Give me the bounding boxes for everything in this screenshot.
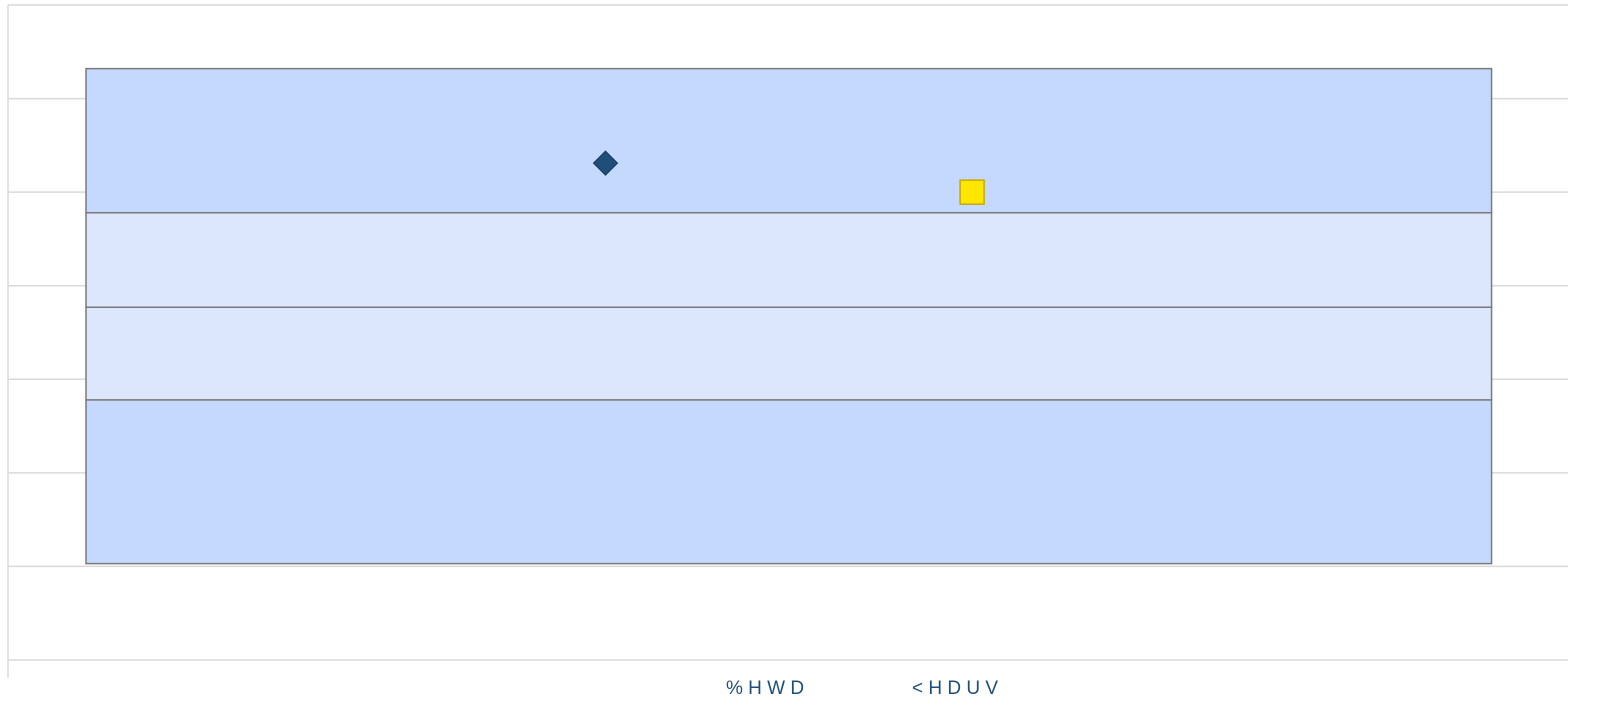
band [85,67,1493,214]
band [85,399,1493,565]
point [959,179,985,205]
legend-label: % H W D [726,678,804,699]
band [85,211,1493,308]
band [85,306,1493,401]
legend-label: < H D U V [912,678,998,699]
point [592,150,619,176]
